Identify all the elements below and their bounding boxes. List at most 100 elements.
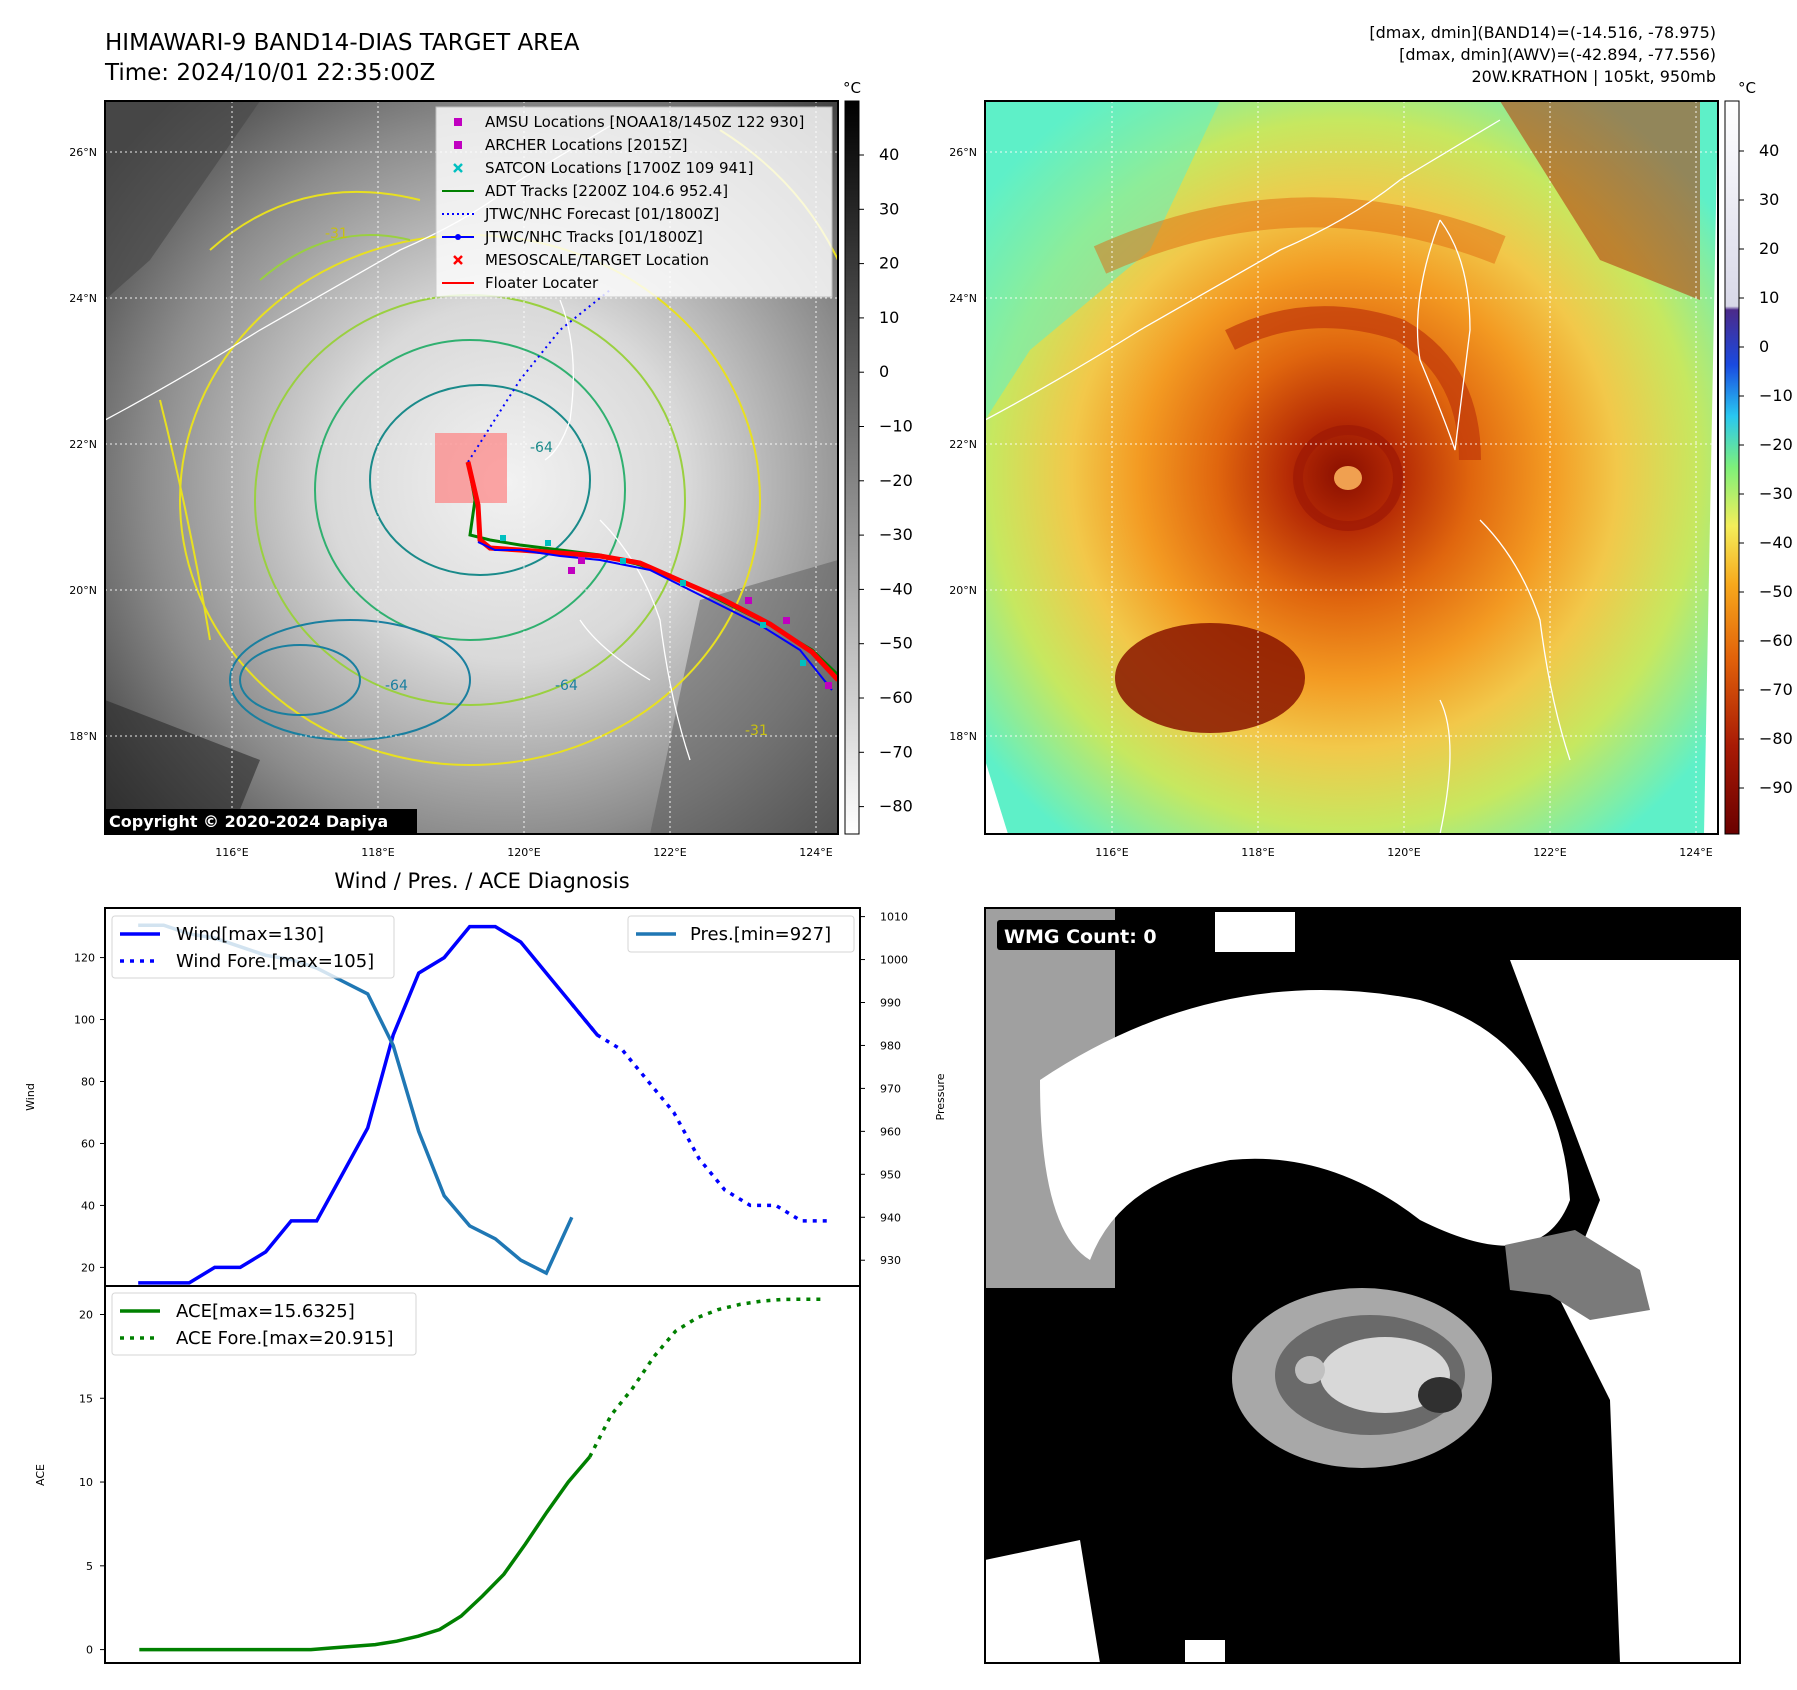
wind-tick-label: 20 [81,1261,95,1274]
ace-axis-label: ACE [34,1464,47,1486]
lat-label: 24°N [949,292,977,305]
colorbar-tick-label: 10 [1759,288,1779,307]
colorbar-tick-label: −60 [879,688,913,707]
colorbar-tick-label: 0 [1759,337,1769,356]
info-storm: 20W.KRATHON | 105kt, 950mb [1471,67,1716,86]
colorbar-tick-label: −40 [1759,533,1793,552]
ace-tick-label: 15 [79,1392,93,1405]
lon-label: 120°E [507,846,540,859]
colorbar-tick-label: −50 [1759,582,1793,601]
legend-label: JTWC/NHC Forecast [01/1800Z] [484,205,719,223]
lat-label: 20°N [69,584,97,597]
legend-marker [454,118,462,126]
ace-tick-label: 20 [79,1308,93,1321]
wind-tick-label: 80 [81,1076,95,1089]
amsu-markers [568,557,832,689]
contour-label: -64 [385,678,408,694]
pressure-legend: Pres.[min=927] [627,915,855,953]
lon-label: 118°E [1241,846,1274,859]
info-awv: [dmax, dmin](AWV)=(-42.894, -77.556) [1399,45,1716,64]
colorbar-tick-label: −20 [1759,435,1793,454]
lon-label: 118°E [361,846,394,859]
colorbar-left-unit: °C [843,79,861,97]
jtwc-forecast-track [467,289,611,463]
lon-label: 122°E [1533,846,1566,859]
colorbar-tick-label: −40 [879,579,913,598]
lat-label: 18°N [69,730,97,743]
pressure-tick-label: 990 [880,997,901,1010]
lon-label: 116°E [215,846,248,859]
colorbar-tick-label: −30 [1759,484,1793,503]
lon-label: 116°E [1095,846,1128,859]
pressure-tick-label: 950 [880,1168,901,1181]
map-left-frame [104,100,839,835]
legend-label: Pres.[min=927] [690,924,831,945]
colorbar-tick-label: 10 [879,308,899,327]
lat-label: 18°N [949,730,977,743]
pressure-tick-label: 1010 [880,911,908,924]
coastlines-right [985,119,1571,834]
wind-tick-label: 100 [74,1014,95,1027]
legend-marker [442,234,474,240]
pressure-tick-label: 970 [880,1082,901,1095]
chart-title: Wind / Pres. / ACE Diagnosis [334,869,629,893]
lon-label: 124°E [1679,846,1712,859]
figure-title: HIMAWARI-9 BAND14-DIAS TARGET AREA [105,30,580,56]
series-line-0 [138,924,599,1285]
ace-series-line-1 [588,1297,826,1458]
legend-label: AMSU Locations [NOAA18/1450Z 122 930] [485,113,804,131]
colorbar-tick-label: 20 [879,254,899,273]
pressure-tick-label: 930 [880,1254,901,1267]
legend-label: Floater Locater [485,274,599,292]
wmg-white-ring [1040,990,1570,1260]
legend-label: JTWC/NHC Tracks [01/1800Z] [484,228,703,246]
lon-label: 120°E [1387,846,1420,859]
colorbar-right-unit: °C [1738,79,1756,97]
lon-label: 124°E [799,846,832,859]
info-band14: [dmax, dmin](BAND14)=(-14.516, -78.975) [1369,23,1716,42]
lat-label: 26°N [949,146,977,159]
legend-label: Wind Fore.[max=105] [176,951,374,972]
lat-label: 22°N [949,438,977,451]
copyright-text: Copyright © 2020-2024 Dapiya [109,812,388,831]
map-right-panel: 26°N 24°N 22°N 20°N 18°N 116°E 118°E 120… [949,79,1793,859]
wind-axis-label: Wind [24,1083,37,1111]
legend-marker [454,141,462,149]
lon-label: 122°E [653,846,686,859]
colorbar-tick-label: 40 [1759,141,1779,160]
legend-label: MESOSCALE/TARGET Location [485,251,709,269]
colorbar-tick-label: −80 [879,797,913,816]
colorbar-tick-label: 20 [1759,239,1779,258]
contour-label: -64 [555,678,578,694]
legend-marker [453,163,463,173]
legend-label: SATCON Locations [1700Z 109 941] [485,159,753,177]
lat-label: 24°N [69,292,97,305]
colorbar-right [1724,100,1740,835]
map-left-legend: AMSU Locations [NOAA18/1450Z 122 930] ARC… [435,106,833,298]
pressure-tick-label: 980 [880,1039,901,1052]
copyright-box [105,809,417,833]
colorbar-tick-label: 40 [879,145,899,164]
legend-label: ARCHER Locations [2015Z] [485,136,688,154]
colorbar-tick-label: −50 [879,634,913,653]
lat-label: 22°N [69,438,97,451]
colorbar-tick-label: 0 [879,362,889,381]
legend-label: ACE Fore.[max=20.915] [176,1328,394,1349]
map-right-gridlines [985,101,1718,834]
wind-legend: Wind[max=130] Wind Fore.[max=105] [111,915,395,979]
lat-label: 20°N [949,584,977,597]
pressure-axis-label: Pressure [934,1073,947,1120]
wmg-count-label: WMG Count: 0 [1004,926,1157,948]
jtwc-track [477,541,833,691]
figure-time: Time: 2024/10/01 22:35:00Z [104,60,435,86]
wind-tick-label: 40 [81,1199,95,1212]
colorbar-tick-label: 30 [879,199,899,218]
contour-label: -31 [325,226,348,242]
map-right-frame [984,100,1719,835]
pressure-tick-label: 960 [880,1125,901,1138]
colorbar-tick-label: −70 [1759,680,1793,699]
colorbar-tick-label: −80 [1759,729,1793,748]
ace-series-line-0 [139,1455,592,1652]
wind-tick-label: 120 [74,952,95,965]
satcon-markers [500,535,806,666]
